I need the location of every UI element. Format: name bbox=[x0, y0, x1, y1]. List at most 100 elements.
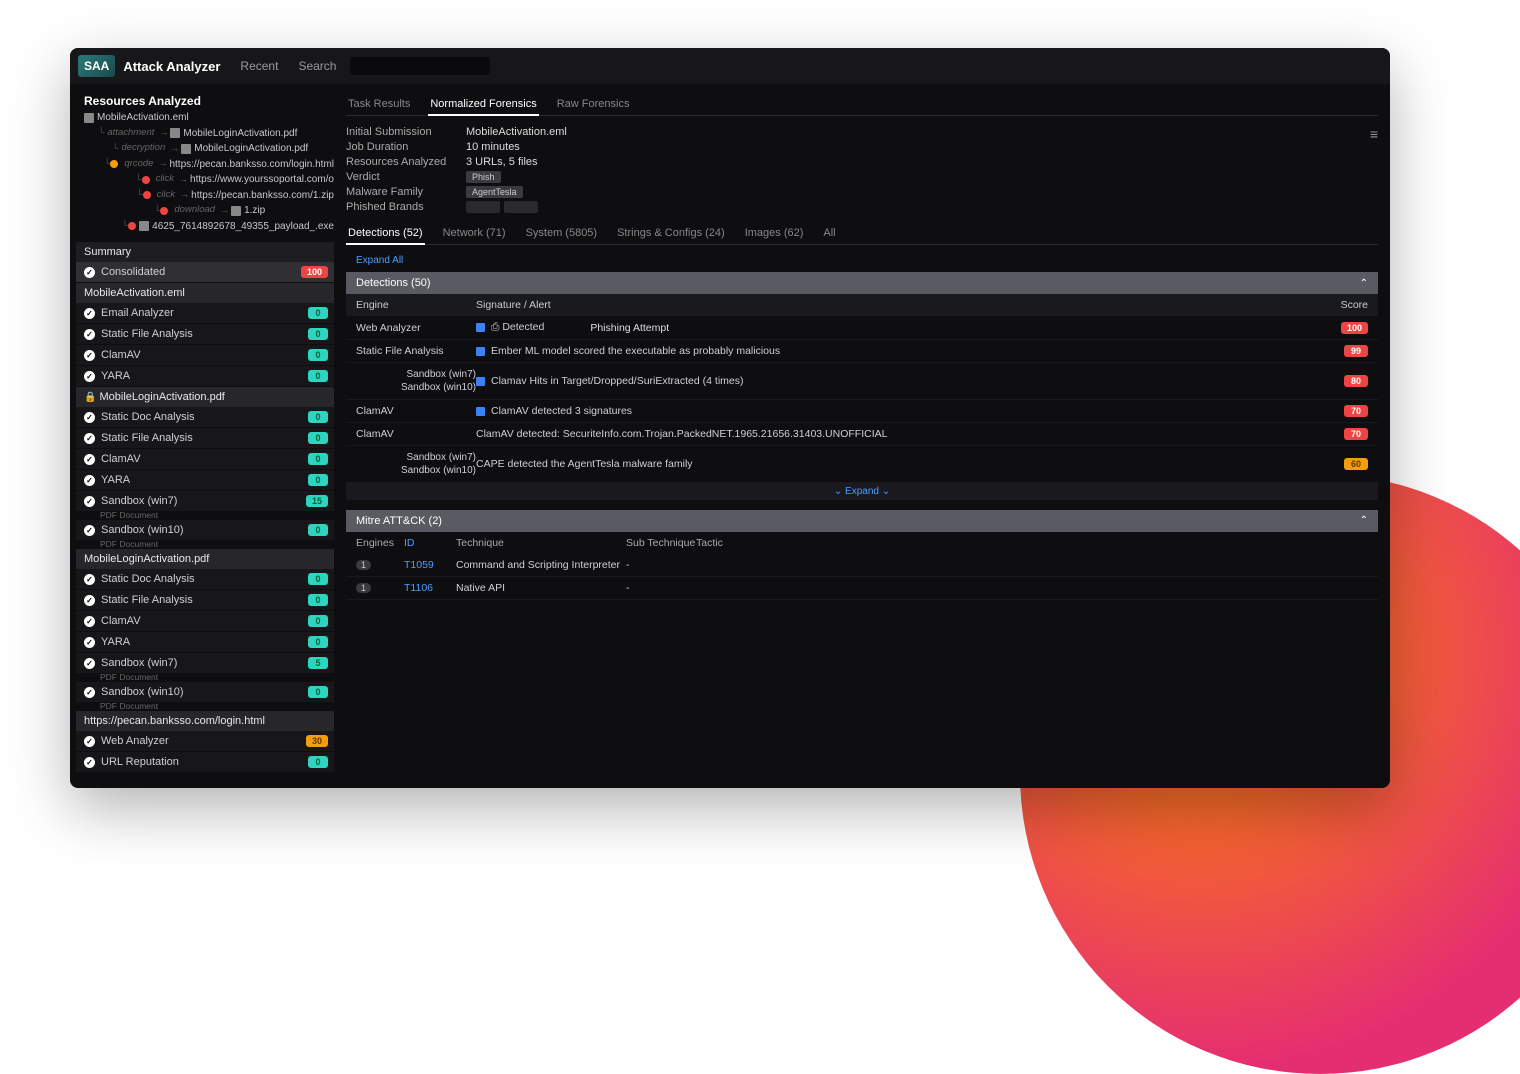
mitre-row[interactable]: 1T1059Command and Scripting Interpreter- bbox=[346, 554, 1378, 577]
expand-bar[interactable]: ⌄ Expand ⌄ bbox=[346, 483, 1378, 500]
tree-node[interactable]: └decryption→MobileLoginActivation.pdf bbox=[76, 141, 334, 157]
sidebar-item[interactable]: ✓Static File Analysis0 bbox=[76, 324, 334, 345]
detections-header[interactable]: Detections (50) ⌃ bbox=[346, 272, 1378, 294]
sidebar-group-header[interactable]: https://pecan.banksso.com/login.html bbox=[76, 711, 334, 731]
consolidated-label: Consolidated bbox=[101, 266, 165, 278]
check-icon: ✓ bbox=[84, 267, 95, 278]
sidebar-item[interactable]: ✓Static Doc Analysis0 bbox=[76, 569, 334, 590]
status-dot-icon bbox=[143, 191, 151, 199]
sidebar-item[interactable]: ✓ClamAV0 bbox=[76, 345, 334, 366]
search-input[interactable] bbox=[350, 57, 490, 75]
meta-resources-val: 3 URLs, 5 files bbox=[466, 156, 538, 168]
tree-node[interactable]: └click→https://pecan.banksso.com/1.zip bbox=[76, 188, 334, 204]
meta-brands-key: Phished Brands bbox=[346, 201, 466, 213]
detection-signature: ClamAV detected: SecuriteInfo.com.Trojan… bbox=[476, 428, 1344, 440]
detection-row[interactable]: Sandbox (win7)Sandbox (win10)CAPE detect… bbox=[346, 446, 1378, 483]
detection-row[interactable]: Web Analyzer⎙ DetectedPhishing Attempt10… bbox=[346, 316, 1378, 340]
sidebar-item[interactable]: ✓Web Analyzer30 bbox=[76, 731, 334, 752]
resources-title: Resources Analyzed bbox=[84, 94, 334, 108]
det-col-engine: Engine bbox=[356, 299, 476, 311]
summary-header: Summary bbox=[76, 242, 334, 262]
sidebar-item-label: Sandbox (win7) bbox=[101, 657, 177, 669]
sidebar-item-score: 0 bbox=[308, 594, 328, 606]
sidebar-item-score: 0 bbox=[308, 432, 328, 444]
detection-row[interactable]: Static File AnalysisEmber ML model score… bbox=[346, 340, 1378, 363]
tree-node[interactable]: └qrcode→https://pecan.banksso.com/login.… bbox=[76, 157, 334, 173]
sidebar-item-label: YARA bbox=[101, 370, 130, 382]
mitre-row[interactable]: 1T1106Native API- bbox=[346, 577, 1378, 600]
meta-malware-key: Malware Family bbox=[346, 186, 466, 198]
mitre-id[interactable]: T1106 bbox=[404, 582, 456, 594]
check-icon: ✓ bbox=[84, 616, 95, 627]
tree-node[interactable]: └download→1.zip bbox=[76, 203, 334, 219]
mitre-id[interactable]: T1059 bbox=[404, 559, 456, 571]
detection-engine: Sandbox (win7)Sandbox (win10) bbox=[356, 451, 476, 477]
brand-tag-2 bbox=[504, 201, 538, 213]
sidebar-item[interactable]: ✓Sandbox (win7)15 bbox=[76, 491, 334, 512]
hamburger-icon[interactable]: ≡ bbox=[1370, 126, 1378, 142]
sidebar-item[interactable]: ✓Email Analyzer0 bbox=[76, 303, 334, 324]
status-dot-icon bbox=[142, 176, 150, 184]
detection-row[interactable]: Sandbox (win7)Sandbox (win10)Clamav Hits… bbox=[346, 363, 1378, 400]
sidebar-item[interactable]: ✓ClamAV0 bbox=[76, 611, 334, 632]
mitre-col-subtechnique: Sub Technique bbox=[626, 537, 696, 549]
sidebar-item[interactable]: ✓Static Doc Analysis0 bbox=[76, 407, 334, 428]
sub-tab[interactable]: System (5805) bbox=[524, 223, 600, 244]
alert-icon bbox=[476, 323, 485, 332]
sidebar-item[interactable]: ✓YARA0 bbox=[76, 470, 334, 491]
app-body: Resources Analyzed MobileActivation.eml└… bbox=[70, 84, 1390, 788]
sidebar-item-score: 0 bbox=[308, 328, 328, 340]
tree-label: 4625_7614892678_49355_payload_.exe bbox=[152, 219, 334, 235]
sub-tabs: Detections (52) Network (71) System (5805)… bbox=[346, 223, 1378, 245]
sub-tab[interactable]: Images (62) bbox=[743, 223, 806, 244]
resource-tree: MobileActivation.eml└attachment→MobileLo… bbox=[76, 110, 334, 234]
check-icon: ✓ bbox=[84, 308, 95, 319]
tree-node[interactable]: └click→https://www.yourssoportal.com/o bbox=[76, 172, 334, 188]
sidebar-item[interactable]: ✓Static File Analysis0 bbox=[76, 428, 334, 449]
tab-task-results[interactable]: Task Results bbox=[346, 94, 412, 115]
brand-tag-1 bbox=[466, 201, 500, 213]
sidebar-group-header[interactable]: MobileActivation.eml bbox=[76, 283, 334, 303]
sub-tab[interactable]: Network (71) bbox=[441, 223, 508, 244]
chevron-up-icon: ⌃ bbox=[1360, 278, 1368, 289]
expand-all-link[interactable]: Expand All bbox=[356, 255, 403, 266]
nav-search[interactable]: Search bbox=[298, 59, 336, 73]
detection-signature: ClamAV detected 3 signatures bbox=[476, 405, 1344, 417]
sidebar-item[interactable]: ✓YARA0 bbox=[76, 632, 334, 653]
sidebar-item-score: 5 bbox=[308, 657, 328, 669]
sidebar-group-header[interactable]: 🔒 MobileLoginActivation.pdf bbox=[76, 387, 334, 407]
mitre-header-label: Mitre ATT&CK (2) bbox=[356, 515, 442, 527]
sub-tab[interactable]: Strings & Configs (24) bbox=[615, 223, 727, 244]
tab-raw-forensics[interactable]: Raw Forensics bbox=[555, 94, 632, 115]
detection-row[interactable]: ClamAVClamAV detected: SecuriteInfo.com.… bbox=[346, 423, 1378, 446]
sidebar-group-header[interactable]: MobileLoginActivation.pdf bbox=[76, 549, 334, 569]
sidebar-item[interactable]: ✓Static File Analysis0 bbox=[76, 590, 334, 611]
sidebar-item[interactable]: ✓URL Reputation0 bbox=[76, 752, 334, 773]
sidebar-item[interactable]: ✓YARA0 bbox=[76, 366, 334, 387]
sub-tab[interactable]: All bbox=[821, 223, 837, 244]
mitre-table: Engines ID Technique Sub Technique Tacti… bbox=[346, 532, 1378, 600]
sidebar-item[interactable]: ✓Sandbox (win7)5 bbox=[76, 653, 334, 674]
check-icon: ✓ bbox=[84, 637, 95, 648]
sidebar-consolidated[interactable]: ✓ Consolidated 100 bbox=[76, 262, 334, 283]
sidebar-item[interactable]: ✓ClamAV0 bbox=[76, 449, 334, 470]
sidebar-item-label: Static Doc Analysis bbox=[101, 573, 195, 585]
tab-normalized-forensics[interactable]: Normalized Forensics bbox=[428, 94, 538, 116]
detection-score: 60 bbox=[1344, 458, 1368, 470]
detection-row[interactable]: ClamAVClamAV detected 3 signatures70 bbox=[346, 400, 1378, 423]
sidebar-item[interactable]: ✓Sandbox (win10)0 bbox=[76, 520, 334, 541]
check-icon: ✓ bbox=[84, 433, 95, 444]
sidebar-item-score: 0 bbox=[308, 524, 328, 536]
meta-initial-val: MobileActivation.eml bbox=[466, 126, 567, 138]
nav-recent[interactable]: Recent bbox=[240, 59, 278, 73]
mitre-header[interactable]: Mitre ATT&CK (2) ⌃ bbox=[346, 510, 1378, 532]
mitre-col-tactic: Tactic bbox=[696, 537, 756, 549]
check-icon: ✓ bbox=[84, 454, 95, 465]
tree-node[interactable]: └attachment→MobileLoginActivation.pdf bbox=[76, 126, 334, 142]
sub-tab[interactable]: Detections (52) bbox=[346, 223, 425, 245]
tree-node[interactable]: MobileActivation.eml bbox=[76, 110, 334, 126]
tree-label: https://pecan.banksso.com/1.zip bbox=[191, 188, 334, 204]
tree-node[interactable]: └4625_7614892678_49355_payload_.exe bbox=[76, 219, 334, 235]
detection-engine: ClamAV bbox=[356, 405, 476, 417]
sidebar-item[interactable]: ✓Sandbox (win10)0 bbox=[76, 682, 334, 703]
